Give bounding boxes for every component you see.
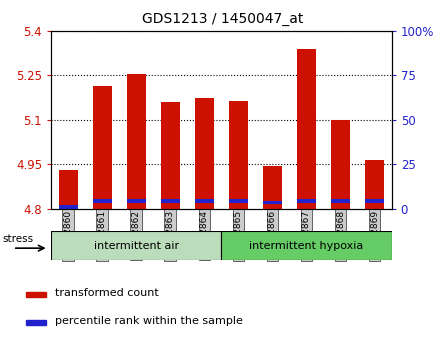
Bar: [195, 199, 214, 203]
FancyBboxPatch shape: [222, 231, 392, 260]
Bar: [26, 292, 46, 297]
Bar: [26, 320, 46, 325]
Bar: [331, 120, 350, 209]
Bar: [297, 199, 316, 203]
Text: percentile rank within the sample: percentile rank within the sample: [55, 316, 243, 326]
Bar: [161, 199, 180, 203]
Bar: [127, 199, 146, 203]
Bar: [93, 86, 112, 209]
FancyBboxPatch shape: [51, 231, 222, 260]
Text: transformed count: transformed count: [55, 288, 158, 298]
Bar: [263, 166, 282, 209]
Bar: [127, 74, 146, 209]
Text: stress: stress: [3, 234, 34, 244]
Bar: [59, 170, 77, 209]
Bar: [229, 101, 248, 209]
Text: GDS1213 / 1450047_at: GDS1213 / 1450047_at: [142, 12, 303, 26]
Text: intermittent hypoxia: intermittent hypoxia: [249, 241, 364, 251]
Bar: [229, 199, 248, 203]
Bar: [263, 201, 282, 204]
Bar: [331, 199, 350, 203]
Bar: [365, 160, 384, 209]
Bar: [365, 199, 384, 203]
Text: intermittent air: intermittent air: [94, 241, 179, 251]
Bar: [93, 199, 112, 203]
Bar: [161, 102, 180, 209]
Bar: [59, 205, 77, 209]
Bar: [195, 98, 214, 209]
Bar: [297, 49, 316, 209]
